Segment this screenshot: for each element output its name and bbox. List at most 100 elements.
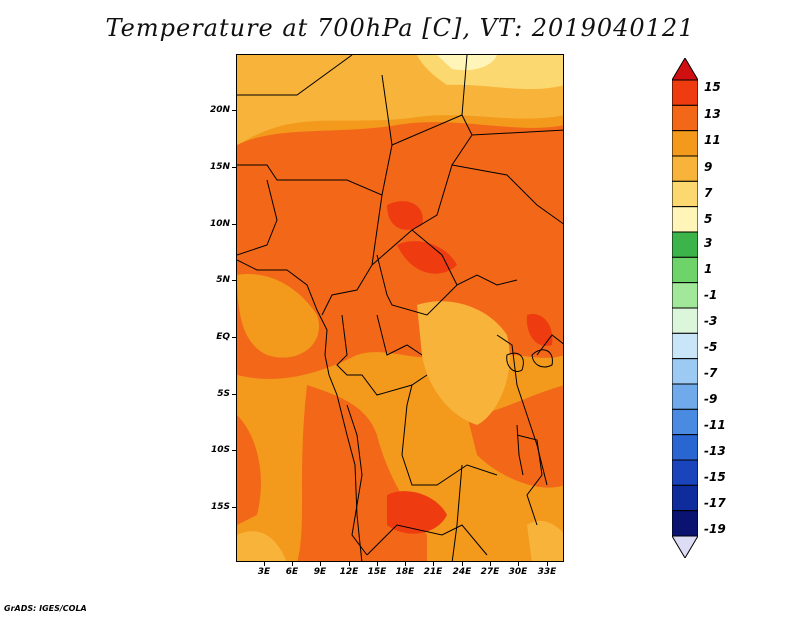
lake-outline [516,424,524,476]
lat-label-5n: 5N [216,275,230,285]
border-line [376,254,458,316]
border-line [376,314,423,356]
lat-label-20n: 20N [209,105,230,115]
border-line [371,134,473,266]
lon-label-33e: 33E [537,567,557,577]
colorbar-segment [672,104,698,132]
coastline [237,259,363,561]
lat-tick [232,167,236,168]
lon-tick [320,562,321,566]
border-line [346,404,368,556]
lon-label-12e: 12E [339,567,359,577]
border-line [536,334,563,356]
lon-label-21e: 21E [423,567,443,577]
colorbar-label: 7 [704,186,713,200]
field-warm-sw [237,415,261,525]
field-hot-4 [526,314,553,346]
colorbar-segment [672,332,698,360]
colorbar-bottom-triangle [672,535,698,558]
field-cool-southwest [237,531,287,561]
lon-tick [518,562,519,566]
colorbar-label: -5 [704,340,718,354]
colorbar-segments [672,58,698,558]
lon-label-30e: 30E [508,567,528,577]
colorbar-label: -1 [704,288,718,302]
temperature-field [237,55,563,561]
colorbar-label: 15 [704,80,721,94]
colorbar-segment [672,484,698,512]
lake-outline [531,349,553,368]
colorbar-segment [672,459,698,486]
lon-tick [433,562,434,566]
field-hot-3 [397,241,457,274]
lon-label-3e: 3E [257,567,271,577]
border-line [516,434,543,526]
lat-label-10n: 10N [209,219,230,229]
colorbar-label: 3 [704,236,713,250]
colorbar-label: -13 [704,444,726,458]
lon-tick [547,562,548,566]
lat-tick [232,394,236,395]
lat-label-15s: 15S [210,502,230,512]
lon-tick [292,562,293,566]
colorbar-label: -17 [704,496,726,510]
border-line [336,314,428,396]
border-line [451,464,463,561]
colorbar-label: -7 [704,366,718,380]
colorbar-label: 9 [704,160,713,174]
colorbar-segment [672,155,698,182]
colorbar-label: -3 [704,314,718,328]
lon-label-6e: 6E [285,567,299,577]
field-cool-center [417,301,510,425]
lon-label-24e: 24E [452,567,472,577]
colorbar-segment [672,383,698,410]
lon-label-15e: 15E [367,567,387,577]
field-cold-north-2 [437,55,497,71]
border-line [237,55,353,96]
colorbar-segment [672,408,698,436]
border-line [321,229,378,316]
lake-outline [506,352,524,372]
colorbar-label: -19 [704,522,726,536]
colorbar-segment [672,358,698,385]
lat-label-5s: 5S [217,389,230,399]
colorbar-label: -15 [704,470,726,484]
field-warm-east [467,385,563,488]
lon-tick [462,562,463,566]
colorbar-label: -9 [704,392,718,406]
lat-label-eq: EQ [216,332,230,342]
colorbar-segment [672,206,698,233]
colorbar-label: -11 [704,418,726,432]
lat-tick [232,224,236,225]
border-line [401,384,498,486]
lat-label-15n: 15N [209,162,230,172]
colorbar-top-triangle [672,58,698,81]
lon-label-18e: 18E [395,567,415,577]
lon-tick [490,562,491,566]
lon-tick [405,562,406,566]
credit-text: GrADS: IGES/COLA [4,604,87,613]
border-line [366,524,488,556]
border-line [237,179,278,256]
colorbar-segment [672,434,698,461]
country-borders [237,55,563,561]
lat-tick [232,110,236,111]
lat-tick [232,507,236,508]
colorbar-segment [672,180,698,208]
lon-tick [349,562,350,566]
border-line [411,229,518,286]
colorbar [672,58,698,558]
field-cool-west [237,274,319,358]
map-title: Temperature at 700hPa [C], VT: 201904012… [105,14,695,42]
lat-tick [232,280,236,281]
lon-label-27e: 27E [480,567,500,577]
border-line [451,164,563,225]
colorbar-label: 5 [704,212,713,226]
lat-tick [232,337,236,338]
colorbar-segment [672,231,698,258]
colorbar-label: 1 [704,262,713,276]
colorbar-segment [672,307,698,334]
colorbar-segment [672,256,698,284]
field-hot-2 [387,201,423,230]
lat-label-10s: 10S [210,445,230,455]
